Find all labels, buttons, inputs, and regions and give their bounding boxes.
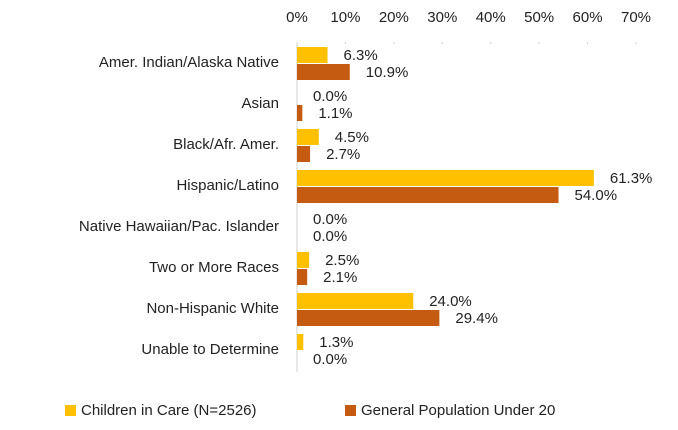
y-tick-label: Two or More Races	[149, 259, 279, 276]
bar	[297, 187, 559, 203]
y-tick-label: Non-Hispanic White	[146, 300, 279, 317]
bar	[297, 293, 414, 309]
value-label: 0.0%	[313, 228, 347, 245]
value-label: 24.0%	[429, 293, 472, 310]
x-tick-label: 50%	[524, 9, 554, 26]
value-label: 1.1%	[318, 105, 352, 122]
legend-label: Children in Care (N=2526)	[81, 402, 257, 419]
x-tick-label: 30%	[427, 9, 457, 26]
x-tick-label: 60%	[573, 9, 603, 26]
y-tick-label: Asian	[241, 95, 279, 112]
bar	[297, 47, 328, 63]
bar	[297, 269, 308, 285]
legend-label: General Population Under 20	[361, 402, 555, 419]
bar	[297, 334, 304, 350]
value-label: 0.0%	[313, 351, 347, 368]
bar	[297, 105, 303, 121]
value-label: 2.5%	[325, 252, 359, 269]
y-tick-label: Native Hawaiian/Pac. Islander	[79, 218, 279, 235]
x-tick-label: 10%	[330, 9, 360, 26]
x-tick-label: 0%	[286, 9, 308, 26]
legend-swatch	[345, 405, 356, 416]
x-tick-label: 70%	[621, 9, 651, 26]
bar	[297, 310, 440, 326]
value-label: 54.0%	[575, 187, 618, 204]
y-tick-label: Unable to Determine	[141, 341, 279, 358]
value-label: 0.0%	[313, 88, 347, 105]
value-label: 29.4%	[455, 310, 498, 327]
value-label: 2.7%	[326, 146, 360, 163]
x-tick-label: 40%	[476, 9, 506, 26]
y-tick-label: Amer. Indian/Alaska Native	[99, 54, 279, 71]
x-tick-label: 20%	[379, 9, 409, 26]
bar	[297, 64, 350, 80]
value-label: 61.3%	[610, 170, 653, 187]
value-label: 10.9%	[366, 64, 409, 81]
value-label: 2.1%	[323, 269, 357, 286]
value-label: 0.0%	[313, 211, 347, 228]
bar	[297, 170, 594, 186]
bar	[297, 129, 319, 145]
legend-swatch	[65, 405, 76, 416]
value-label: 6.3%	[344, 47, 378, 64]
bar	[297, 252, 310, 268]
y-tick-label: Black/Afr. Amer.	[173, 136, 279, 153]
value-label: 4.5%	[335, 129, 369, 146]
y-tick-label: Hispanic/Latino	[176, 177, 279, 194]
value-label: 1.3%	[319, 334, 353, 351]
bar	[297, 146, 311, 162]
